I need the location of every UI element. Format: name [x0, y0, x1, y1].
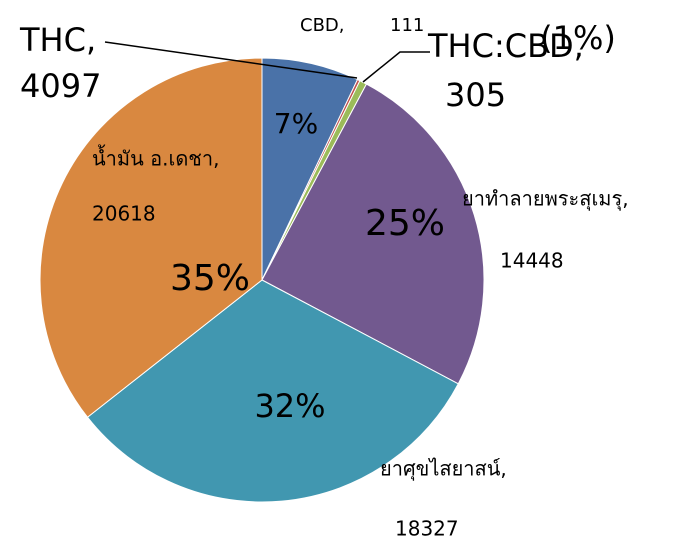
percent-label: 25%	[365, 203, 445, 244]
percent-label: 7%	[274, 107, 318, 140]
pie-slice	[39, 57, 263, 418]
percent-label: (1%)	[540, 19, 616, 57]
value-label: 305	[445, 76, 506, 114]
value-label: 111	[390, 15, 424, 36]
leader-line	[362, 51, 430, 83]
category-label: THC,	[19, 21, 96, 59]
category-label: น้ำมัน อ.เดชา,	[92, 145, 219, 171]
leader-line	[104, 41, 358, 79]
value-label: 18327	[395, 517, 459, 541]
category-label: ยาทำลายพระสุเมรุ,	[462, 187, 629, 212]
category-label: CBD,	[300, 15, 345, 36]
pie-slice	[86, 279, 459, 503]
category-label: THC:CBD,	[427, 27, 584, 65]
value-label: 20618	[92, 202, 156, 226]
value-label: 4097	[20, 67, 101, 105]
percent-label: 32%	[254, 387, 325, 425]
value-label: 14448	[500, 249, 564, 273]
category-label: ยาศุขไสยาสน์,	[380, 457, 507, 482]
percent-label: 35%	[170, 258, 250, 299]
